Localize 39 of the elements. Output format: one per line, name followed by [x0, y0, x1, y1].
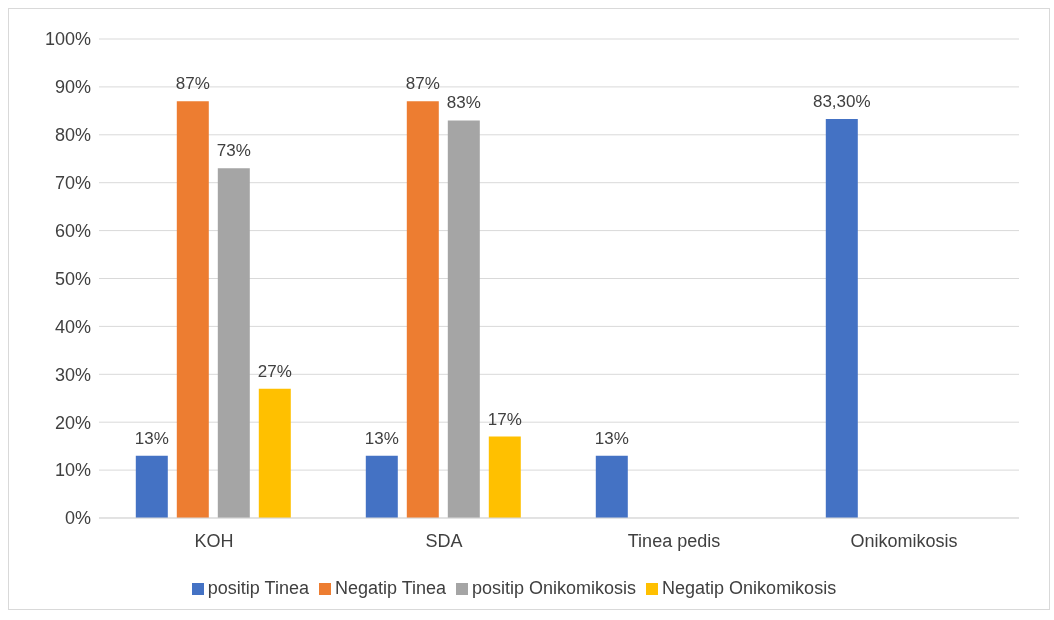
data-label: 83,30% — [812, 91, 871, 111]
bar — [406, 101, 439, 518]
bar — [217, 168, 250, 518]
y-tick-label: 20% — [54, 412, 91, 433]
bar — [595, 455, 628, 518]
data-label: 27% — [257, 361, 292, 381]
y-tick-label: 50% — [54, 268, 91, 289]
y-tick-label: 0% — [64, 508, 91, 529]
y-tick-label: 10% — [54, 460, 91, 481]
bar — [447, 120, 480, 518]
bar — [488, 436, 521, 518]
legend-label: Negatip Onikomikosis — [662, 578, 837, 598]
data-label: 13% — [594, 428, 629, 448]
data-label: 83% — [446, 93, 481, 113]
y-tick-label: 100% — [44, 29, 91, 50]
data-label: 13% — [364, 428, 399, 448]
x-tick-label: KOH — [194, 530, 234, 551]
bar — [176, 101, 209, 518]
bar — [258, 388, 291, 518]
data-label: 17% — [487, 409, 522, 429]
data-label: 87% — [175, 74, 210, 94]
legend-label: Negatip Tinea — [334, 578, 446, 598]
y-tick-label: 60% — [54, 220, 91, 241]
y-tick-label: 30% — [54, 364, 91, 385]
bar — [135, 455, 168, 518]
y-tick-label: 90% — [54, 77, 91, 98]
legend-label: positip Onikomikosis — [472, 578, 637, 598]
bar — [825, 118, 858, 518]
y-tick-label: 70% — [54, 173, 91, 194]
x-tick-label: Tinea pedis — [627, 530, 721, 551]
x-tick-label: Onikomikosis — [850, 530, 958, 551]
y-tick-label: 80% — [54, 125, 91, 146]
data-label: 87% — [405, 74, 440, 94]
bar — [365, 455, 398, 518]
data-label: 13% — [134, 428, 169, 448]
y-tick-label: 40% — [54, 316, 91, 337]
x-tick-label: SDA — [425, 530, 463, 551]
legend-label: positip Tinea — [207, 578, 309, 598]
data-label: 73% — [216, 141, 251, 161]
